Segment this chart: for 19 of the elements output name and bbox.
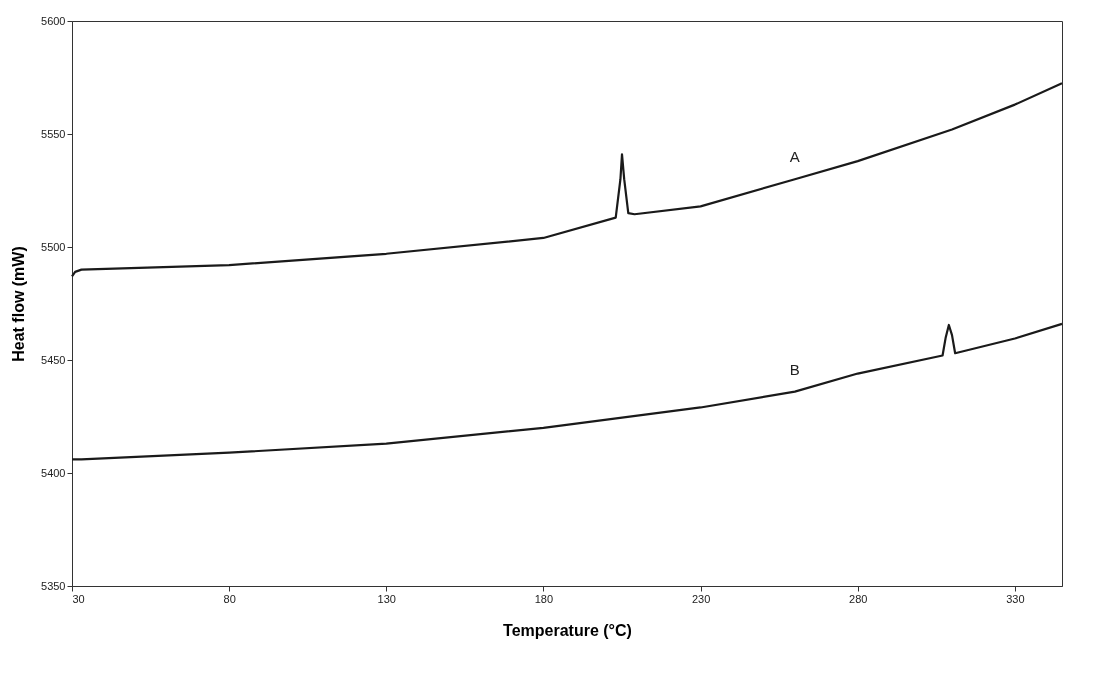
y-tick-label: 5400: [41, 466, 66, 479]
line-series: [70, 82, 1064, 278]
x-tick-label: 130: [377, 592, 396, 605]
series-label: B: [789, 360, 800, 378]
y-tick-label: 5500: [41, 240, 66, 253]
y-tick-label: 5550: [41, 127, 66, 140]
x-tick-label: 230: [691, 592, 711, 605]
x-tick-label: 30: [72, 592, 85, 605]
series-label: A: [789, 148, 800, 166]
x-axis-title: Temperature (°C): [503, 621, 632, 639]
x-tick-label: 330: [1006, 592, 1025, 605]
y-tick-label: 5350: [41, 579, 66, 592]
x-tick-label: 180: [534, 592, 554, 605]
y-axis-title: Heat flow (mW): [10, 246, 28, 362]
y-tick-label: 5450: [41, 353, 66, 366]
x-tick-label: 280: [849, 592, 868, 605]
x-tick-label: 80: [223, 592, 236, 605]
line-series: [70, 322, 1064, 461]
y-tick-label: 5600: [41, 14, 66, 27]
